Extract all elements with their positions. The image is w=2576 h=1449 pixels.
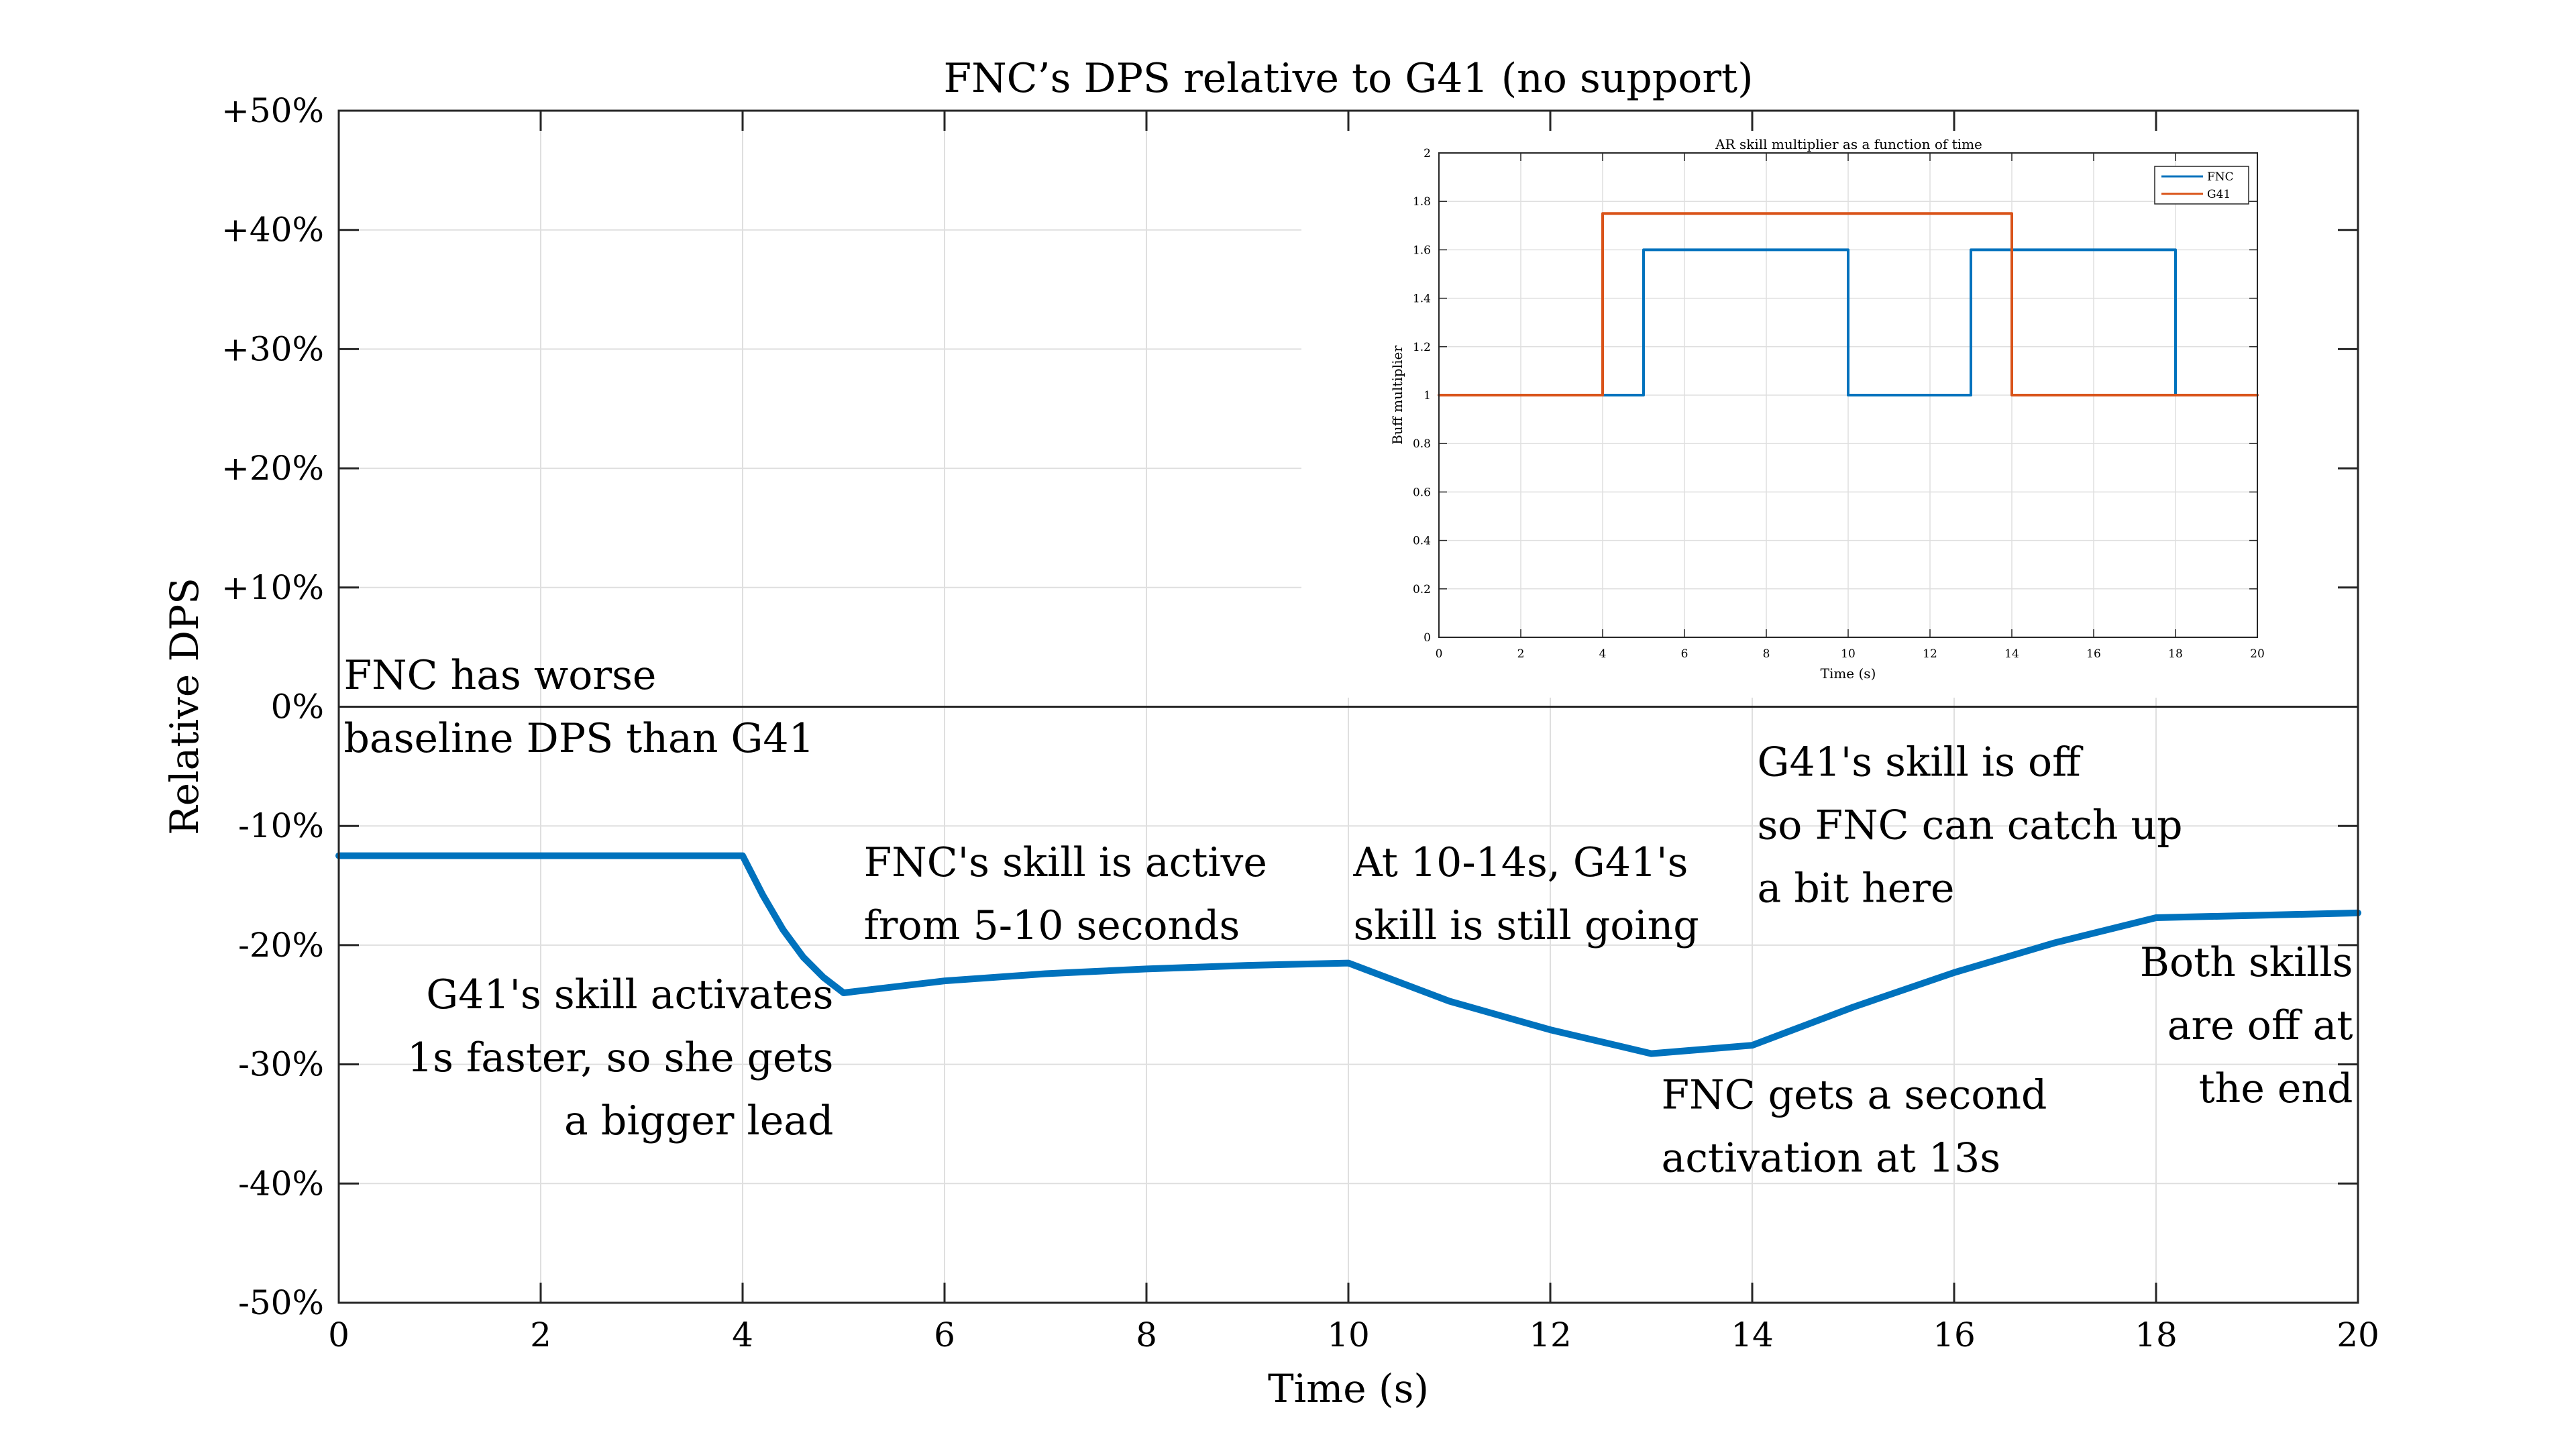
y-tick-label: +30% bbox=[221, 329, 324, 368]
y-tick-label: 1.8 bbox=[1413, 195, 1431, 209]
x-tick-label: 0 bbox=[328, 1316, 350, 1354]
x-tick-label: 20 bbox=[2250, 647, 2265, 661]
x-tick-label: 14 bbox=[1731, 1316, 1774, 1354]
annotation-text: a bit here bbox=[1758, 865, 1955, 912]
y-tick-label: +40% bbox=[221, 211, 324, 250]
annotation-text: FNC's skill is active bbox=[864, 839, 1267, 886]
annotation-text: activation at 13s bbox=[1662, 1134, 2001, 1181]
main-y-axis-label: Relative DPS bbox=[162, 578, 207, 835]
inset-y-tick-labels: 0 0.2 0.4 0.6 0.8 1 1.2 1.4 1.6 1.8 2 bbox=[1413, 147, 1431, 645]
annotation-text: G41's skill is off bbox=[1758, 739, 2084, 786]
x-tick-label: 0 bbox=[1436, 647, 1443, 661]
y-tick-label: 0 bbox=[1424, 631, 1431, 645]
inset-x-axis-label: Time (s) bbox=[1821, 665, 1876, 682]
x-tick-label: 20 bbox=[2337, 1316, 2379, 1354]
inset-x-tick-labels: 0 2 4 6 8 10 12 14 16 18 20 bbox=[1436, 647, 2265, 661]
main-series bbox=[335, 852, 2361, 1057]
y-tick-label: -20% bbox=[238, 926, 324, 965]
inset-chart: AR skill multiplier as a function of tim… bbox=[1301, 131, 2308, 698]
main-x-tick-labels: 0 2 4 6 8 10 12 14 16 18 20 bbox=[328, 1316, 2379, 1354]
main-plot-frame bbox=[337, 109, 2359, 1304]
y-tick-label: 0.6 bbox=[1413, 486, 1431, 499]
x-tick-label: 2 bbox=[530, 1316, 551, 1354]
y-tick-label: -30% bbox=[238, 1045, 324, 1084]
y-tick-label: 0% bbox=[271, 688, 324, 727]
series-line bbox=[335, 852, 2361, 1057]
annotation-text: Both skills bbox=[2140, 939, 2353, 986]
main-y-tick-labels: +50% +40% +30% +20% +10% 0% -10% -20% -30% -40% -5… bbox=[221, 91, 324, 1322]
legend-label-g41: G41 bbox=[2207, 188, 2231, 201]
x-tick-label: 2 bbox=[1517, 647, 1525, 661]
annotation-text: FNC gets a second bbox=[1662, 1071, 2047, 1118]
y-tick-label: -50% bbox=[238, 1283, 324, 1322]
x-tick-label: 10 bbox=[1841, 647, 1856, 661]
inset-legend-box bbox=[2154, 166, 2249, 205]
inset-chart-title: AR skill multiplier as a function of tim… bbox=[1715, 136, 1982, 152]
x-tick-label: 10 bbox=[1327, 1316, 1370, 1354]
series-line-fnc bbox=[1438, 248, 2259, 396]
annotation-text: skill is still going bbox=[1354, 902, 1699, 949]
x-tick-label: 6 bbox=[1681, 647, 1688, 661]
annotation-text: a bigger lead bbox=[564, 1097, 833, 1144]
x-tick-label: 8 bbox=[1763, 647, 1770, 661]
x-tick-label: 14 bbox=[2004, 647, 2019, 661]
annotation-text: FNC has worse bbox=[344, 652, 657, 699]
y-tick-label: 1.6 bbox=[1413, 244, 1431, 257]
legend-label-fnc: FNC bbox=[2207, 170, 2234, 184]
y-tick-label: +20% bbox=[221, 449, 324, 488]
annotation-text: from 5-10 seconds bbox=[864, 902, 1240, 949]
y-tick-label: +10% bbox=[221, 568, 324, 607]
x-tick-label: 6 bbox=[934, 1316, 955, 1354]
y-tick-label: 1 bbox=[1424, 389, 1431, 402]
inset-y-axis-label: Buff multiplier bbox=[1389, 345, 1405, 445]
inset-plot-frame bbox=[1438, 152, 2258, 638]
x-tick-label: 18 bbox=[2168, 647, 2183, 661]
x-tick-label: 16 bbox=[1933, 1316, 1976, 1354]
inset-legend: FNC G41 bbox=[2154, 166, 2249, 205]
y-tick-label: 1.4 bbox=[1413, 292, 1431, 306]
x-tick-label: 12 bbox=[1529, 1316, 1572, 1354]
main-annotations: FNC has worse baseline DPS than G41 G41's … bbox=[344, 652, 2353, 1182]
main-x-axis-label: Time (s) bbox=[1268, 1366, 1429, 1411]
main-chart-title: FNC’s DPS relative to G41 (no support) bbox=[943, 55, 1753, 102]
x-tick-label: 8 bbox=[1136, 1316, 1157, 1354]
y-tick-label: +50% bbox=[221, 91, 324, 130]
y-tick-label: 1.2 bbox=[1413, 341, 1431, 354]
y-tick-label: 0.2 bbox=[1413, 583, 1431, 596]
annotation-text: are off at bbox=[2167, 1002, 2353, 1049]
y-tick-label: -40% bbox=[238, 1164, 324, 1203]
y-tick-label: 0.4 bbox=[1413, 535, 1431, 548]
x-tick-label: 4 bbox=[1599, 647, 1607, 661]
series-line-g41 bbox=[1438, 212, 2259, 396]
annotation-text: the end bbox=[2199, 1065, 2353, 1112]
x-tick-label: 16 bbox=[2086, 647, 2101, 661]
annotation-text: 1s faster, so she gets bbox=[407, 1034, 833, 1081]
annotation-text: At 10-14s, G41's bbox=[1353, 839, 1688, 886]
y-tick-label: -10% bbox=[238, 806, 324, 845]
x-tick-label: 12 bbox=[1923, 647, 1937, 661]
y-tick-label: 2 bbox=[1424, 147, 1431, 160]
annotation-text: baseline DPS than G41 bbox=[344, 715, 814, 762]
y-tick-label: 0.8 bbox=[1413, 437, 1431, 451]
annotation-text: so FNC can catch up bbox=[1758, 802, 2183, 849]
x-tick-label: 4 bbox=[732, 1316, 753, 1354]
annotation-text: G41's skill activates bbox=[426, 971, 833, 1018]
inset-series bbox=[1438, 212, 2259, 396]
x-tick-label: 18 bbox=[2135, 1316, 2178, 1354]
